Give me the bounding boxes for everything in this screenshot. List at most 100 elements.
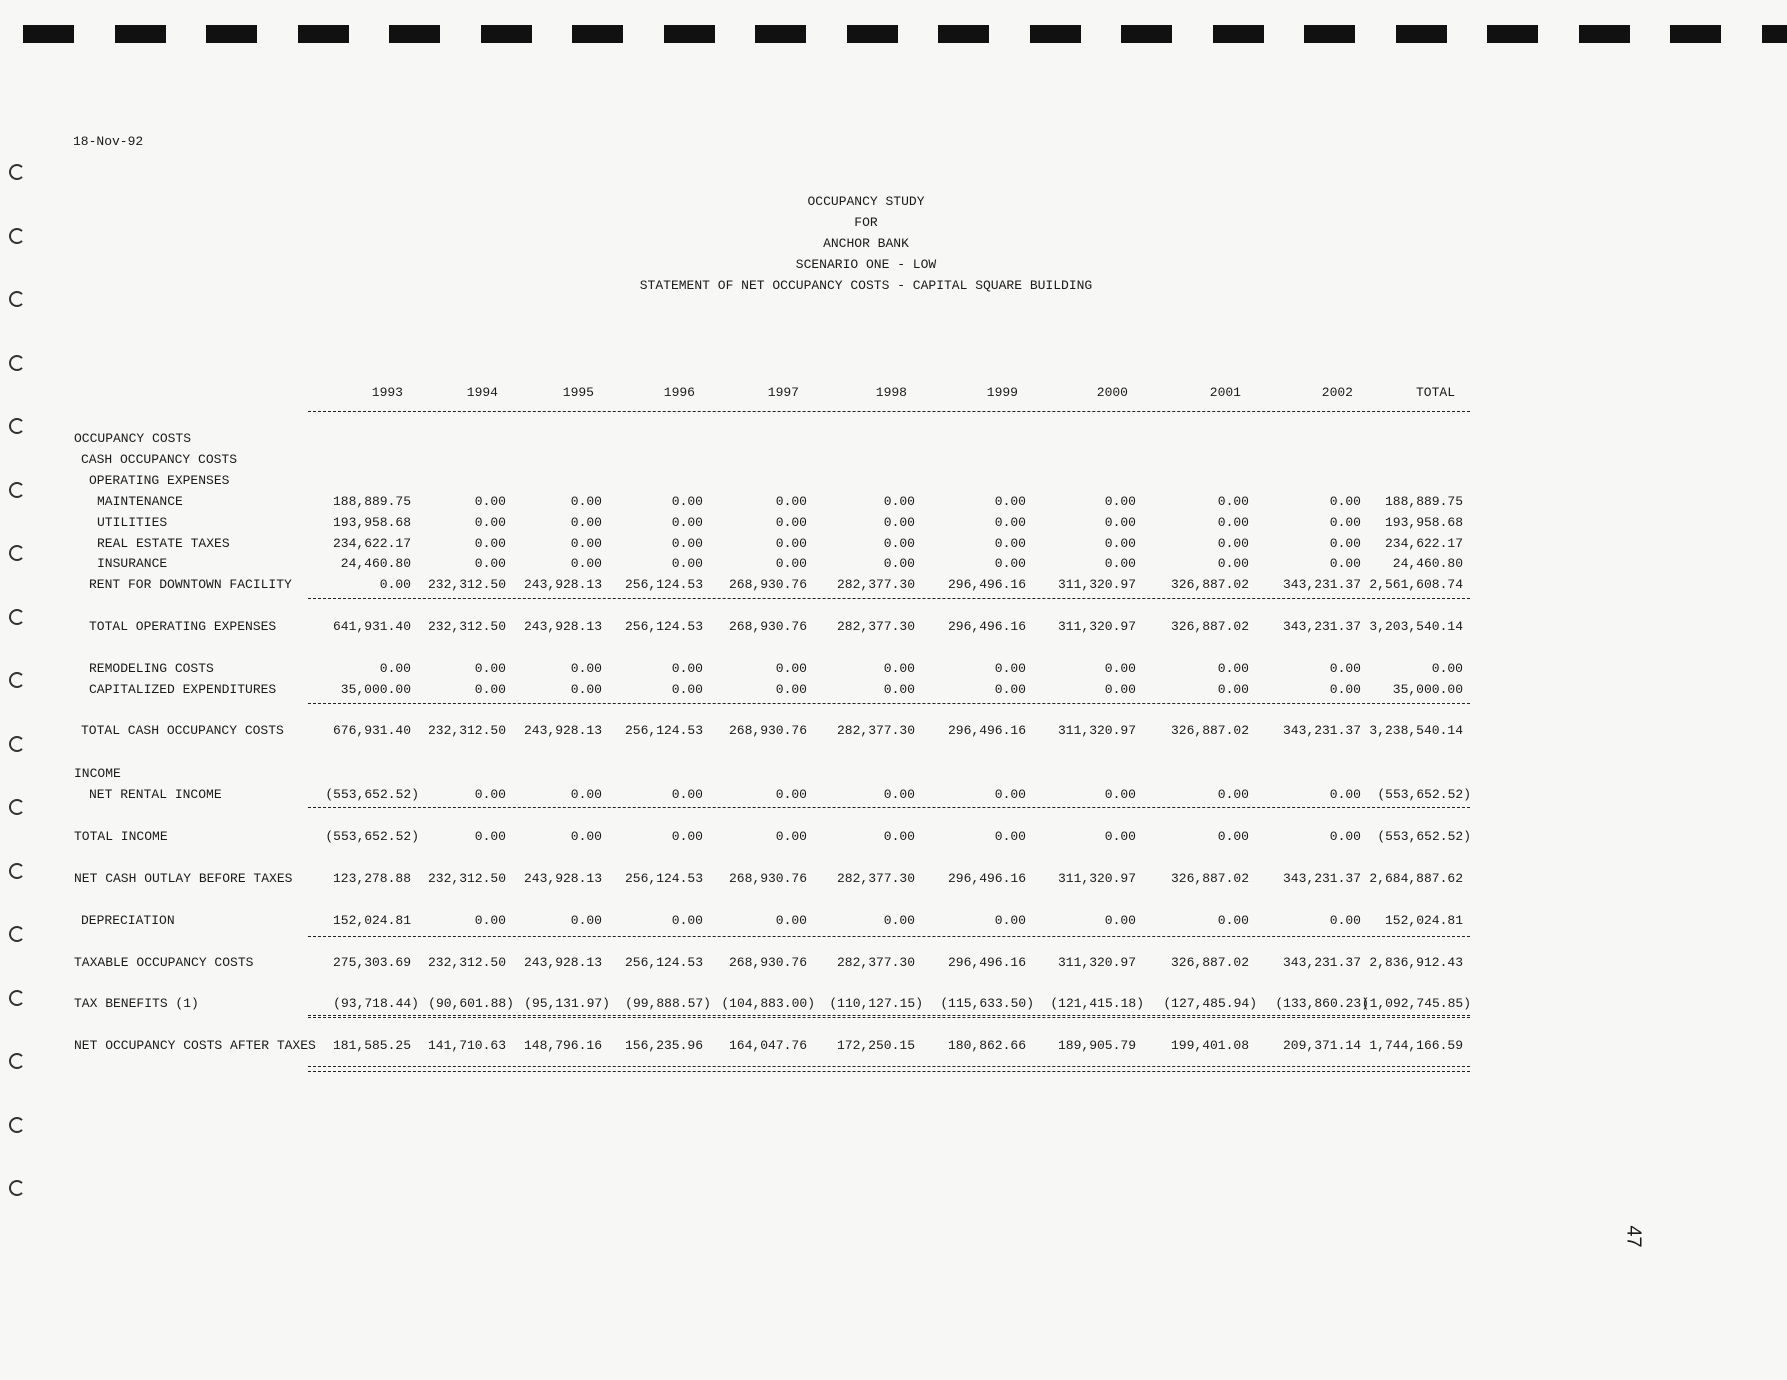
- table-cell: 209,371.14: [1282, 1038, 1361, 1053]
- separator-line: [308, 1015, 1470, 1016]
- binder-bar: [480, 25, 532, 43]
- table-cell: 296,496.16: [947, 619, 1026, 634]
- table-cell: 0.00: [883, 787, 915, 802]
- binder-bar: [1029, 25, 1081, 43]
- table-cell: 172,250.15: [836, 1038, 915, 1053]
- table-cell: 0.00: [883, 515, 915, 530]
- table-cell: 0.00: [474, 787, 506, 802]
- row-label: NET CASH OUTLAY BEFORE TAXES: [74, 871, 293, 886]
- table-cell: 0.00: [1217, 536, 1249, 551]
- table-cell: 2,561,608.74: [1369, 577, 1463, 592]
- table-cell: 0.00: [474, 494, 506, 509]
- binder-bar: [1761, 25, 1787, 43]
- table-cell: 0.00: [671, 913, 703, 928]
- table-cell: 0.00: [1104, 515, 1136, 530]
- table-cell: 0.00: [570, 515, 602, 530]
- table-cell: 0.00: [570, 913, 602, 928]
- table-cell: 0.00: [994, 913, 1026, 928]
- table-cell: 282,377.30: [836, 619, 915, 634]
- binder-hole-icon: [9, 672, 25, 688]
- table-cell: 234,622.17: [1384, 536, 1463, 551]
- title-line: SCENARIO ONE - LOW: [795, 257, 937, 272]
- row-label: UTILITIES: [97, 515, 168, 530]
- table-cell: 0.00: [379, 577, 411, 592]
- table-cell: 3,238,540.14: [1369, 723, 1463, 738]
- column-header: 2002: [1321, 385, 1353, 400]
- row-label: TAX BENEFITS (1): [74, 996, 199, 1011]
- table-cell: 181,585.25: [332, 1038, 411, 1053]
- row-label: TOTAL OPERATING EXPENSES: [89, 619, 277, 634]
- table-cell: 282,377.30: [836, 577, 915, 592]
- table-cell: (115,633.50): [940, 996, 1034, 1011]
- row-label: REMODELING COSTS: [89, 661, 214, 676]
- binder-hole-icon: [9, 799, 25, 815]
- binder-bar: [663, 25, 715, 43]
- table-cell: 123,278.88: [332, 871, 411, 886]
- table-cell: 0.00: [775, 661, 807, 676]
- row-label: INSURANCE: [97, 556, 168, 571]
- table-cell: 232,312.50: [427, 723, 506, 738]
- table-cell: 326,887.02: [1170, 871, 1249, 886]
- table-cell: 311,320.97: [1057, 871, 1136, 886]
- table-cell: 0.00: [1104, 536, 1136, 551]
- binder-hole-icon: [9, 164, 25, 180]
- table-cell: 243,928.13: [523, 619, 602, 634]
- title-line: FOR: [854, 215, 878, 230]
- table-cell: 256,124.53: [624, 871, 703, 886]
- binder-bar: [23, 25, 74, 43]
- table-cell: 0.00: [570, 536, 602, 551]
- table-cell: 0.00: [994, 536, 1026, 551]
- table-cell: 296,496.16: [947, 723, 1026, 738]
- table-cell: 275,303.69: [332, 955, 411, 970]
- table-cell: 343,231.37: [1282, 723, 1361, 738]
- table-cell: 268,930.76: [728, 619, 807, 634]
- binder-bar: [297, 25, 349, 43]
- row-label: INCOME: [74, 766, 121, 781]
- table-cell: 152,024.81: [332, 913, 411, 928]
- table-cell: 256,124.53: [624, 619, 703, 634]
- table-cell: 282,377.30: [836, 955, 915, 970]
- table-cell: 268,930.76: [728, 723, 807, 738]
- row-label: CAPITALIZED EXPENDITURES: [89, 682, 277, 697]
- table-cell: 193,958.68: [1384, 515, 1463, 530]
- binder-bar: [1487, 25, 1538, 43]
- table-cell: 311,320.97: [1057, 577, 1136, 592]
- table-cell: 0.00: [570, 661, 602, 676]
- column-header: 1997: [767, 385, 799, 400]
- row-label: NET OCCUPANCY COSTS AFTER TAXES: [74, 1038, 316, 1053]
- row-label: NET RENTAL INCOME: [89, 787, 222, 802]
- separator-line: [308, 1071, 1470, 1072]
- binder-hole-icon: [9, 1116, 25, 1133]
- binder-bar: [114, 25, 166, 43]
- table-cell: 232,312.50: [427, 871, 506, 886]
- table-cell: 343,231.37: [1282, 955, 1361, 970]
- row-label: DEPRECIATION: [81, 913, 175, 928]
- table-cell: 243,928.13: [523, 577, 602, 592]
- table-cell: 0.00: [474, 661, 506, 676]
- table-cell: 2,836,912.43: [1369, 955, 1463, 970]
- table-cell: 0.00: [1104, 829, 1136, 844]
- table-cell: 0.00: [883, 661, 915, 676]
- table-cell: 326,887.02: [1170, 723, 1249, 738]
- table-cell: 268,930.76: [728, 871, 807, 886]
- binder-bar: [1670, 25, 1721, 43]
- column-header: 1993: [371, 385, 403, 400]
- table-cell: 0.00: [883, 556, 915, 571]
- title-line: OCCUPANCY STUDY: [807, 194, 925, 209]
- binder-bar: [1212, 25, 1264, 43]
- table-cell: 0.00: [671, 661, 703, 676]
- table-cell: 0.00: [994, 829, 1026, 844]
- table-cell: 2,684,887.62: [1369, 871, 1463, 886]
- binder-bar: [1578, 25, 1630, 43]
- table-cell: 0.00: [1104, 661, 1136, 676]
- table-cell: 0.00: [775, 913, 807, 928]
- table-cell: 188,889.75: [1384, 494, 1463, 509]
- table-cell: 0.00: [994, 515, 1026, 530]
- table-cell: 296,496.16: [947, 871, 1026, 886]
- column-header: 1995: [562, 385, 594, 400]
- table-cell: 282,377.30: [836, 871, 915, 886]
- table-cell: (104,883.00): [721, 996, 815, 1011]
- table-cell: (553,652.52): [325, 787, 419, 802]
- table-cell: 0.00: [1329, 829, 1361, 844]
- row-label: MAINTENANCE: [97, 494, 183, 509]
